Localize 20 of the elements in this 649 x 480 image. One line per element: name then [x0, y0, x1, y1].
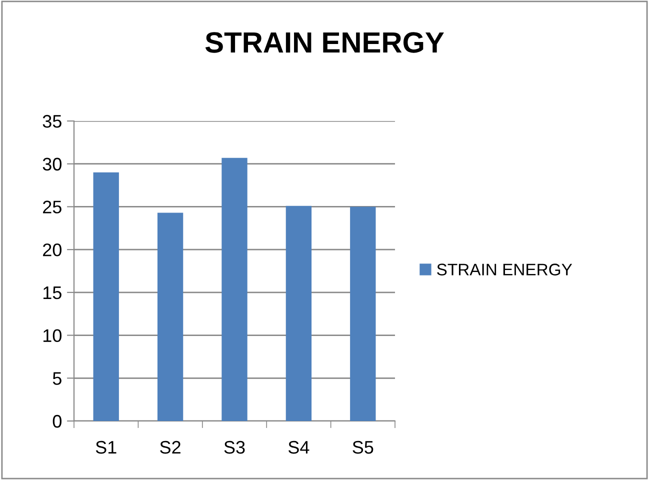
bar [286, 206, 312, 421]
y-tick-label: 30 [42, 158, 62, 171]
bar [157, 212, 184, 421]
bar [93, 172, 119, 421]
x-tick-label: S4 [288, 440, 310, 454]
x-tick-label: S2 [160, 440, 180, 454]
chart-title: STRAIN ENERGY [205, 32, 444, 53]
bar [350, 206, 376, 421]
x-tick-label: S3 [224, 440, 245, 454]
y-tick-label: 15 [43, 286, 62, 300]
x-tick-label: S1 [96, 440, 116, 454]
y-tick-label: 0 [52, 414, 62, 428]
bar [222, 158, 248, 421]
y-tick-label: 5 [52, 372, 62, 385]
y-tick-label: 10 [43, 329, 62, 342]
y-tick-label: 20 [43, 244, 62, 256]
y-tick-label: 35 [42, 114, 62, 128]
x-tick-label: S5 [352, 440, 374, 454]
legend-label: STRAIN ENERGY [437, 264, 572, 276]
y-tick-label: 25 [43, 200, 62, 214]
